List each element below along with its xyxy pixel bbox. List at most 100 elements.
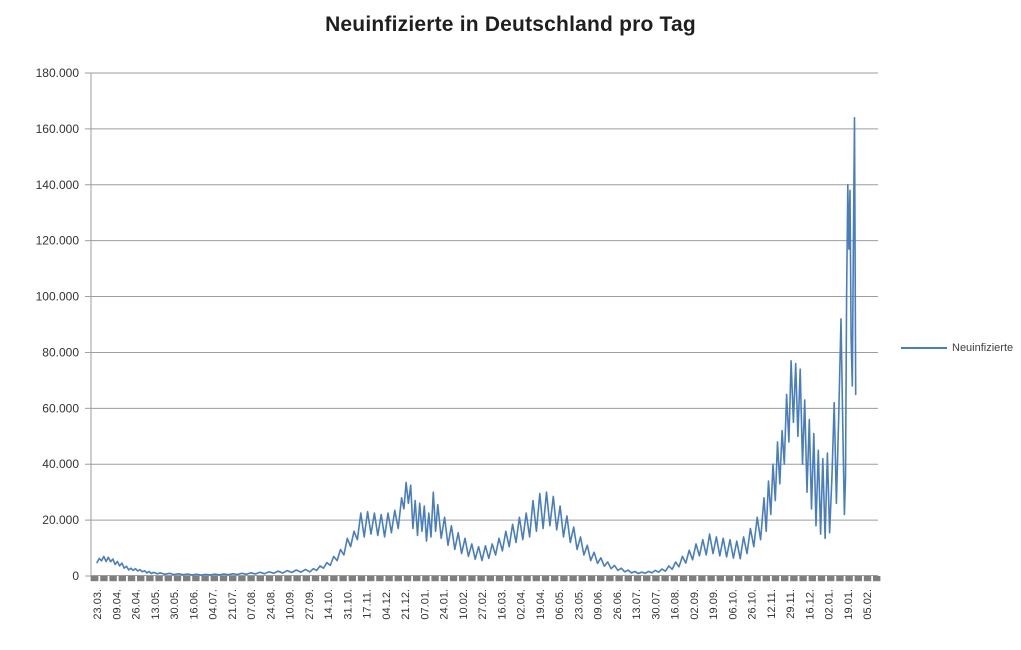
x-tick-mark [367, 576, 375, 582]
x-tick-label: 06.05. [554, 589, 566, 620]
x-tick-label: 05.02. [862, 589, 874, 620]
x-tick-label: 10.02. [458, 589, 470, 620]
y-tick-label: 0 [72, 569, 79, 583]
x-tick-mark [293, 576, 301, 582]
x-tick-mark [771, 576, 780, 582]
series-line [96, 116, 857, 576]
x-tick-mark [284, 576, 292, 582]
x-tick-mark [348, 576, 356, 582]
x-tick-mark [265, 576, 274, 582]
x-tick-label: 06.10. [727, 589, 739, 620]
x-tick-label: 29.11. [785, 589, 797, 619]
x-tick-mark [873, 576, 881, 582]
x-tick-mark [440, 576, 448, 582]
x-tick-label: 13.07. [631, 589, 643, 620]
x-tick-mark [219, 576, 228, 582]
x-tick-mark [486, 576, 494, 582]
x-tick-mark [137, 576, 145, 582]
x-tick-label: 26.10. [747, 589, 759, 620]
x-tick-mark [836, 576, 844, 582]
x-tick-mark [210, 576, 218, 582]
x-tick-mark [91, 576, 99, 582]
x-tick-mark [560, 576, 568, 582]
x-tick-mark [854, 576, 862, 582]
x-tick-label: 31.10. [342, 589, 354, 620]
x-tick-label: 16.12. [804, 589, 816, 620]
x-tick-mark [385, 576, 393, 582]
x-tick-mark [679, 576, 688, 582]
x-tick-mark [431, 576, 439, 582]
x-tick-label: 19.09. [708, 589, 720, 620]
x-tick-mark [321, 576, 329, 582]
x-tick-label: 13.05. [150, 589, 162, 620]
x-tick-mark [192, 576, 200, 582]
x-tick-mark [523, 576, 531, 582]
y-tick-label: 40.000 [42, 457, 79, 471]
x-tick-mark [413, 576, 421, 582]
x-tick-mark [514, 576, 522, 582]
x-tick-label: 19.04. [535, 589, 547, 620]
x-tick-mark [100, 576, 108, 582]
x-tick-label: 21.12. [400, 589, 412, 620]
x-tick-mark [606, 576, 614, 582]
x-tick-label: 02.01. [824, 589, 836, 620]
x-tick-mark [670, 576, 678, 582]
x-tick-label: 26.04. [131, 589, 143, 620]
x-tick-label: 09.04. [111, 589, 123, 620]
x-tick-label: 02.09. [689, 589, 701, 620]
x-tick-label: 10.09. [285, 589, 297, 620]
x-tick-mark [505, 576, 513, 582]
x-tick-label: 24.08. [265, 589, 277, 620]
y-tick-label: 20.000 [42, 513, 79, 527]
x-tick-mark [459, 576, 467, 582]
x-tick-label: 16.03. [496, 589, 508, 620]
x-tick-mark [689, 576, 697, 582]
y-tick-label: 160.000 [36, 122, 80, 136]
y-tick-label: 100.000 [36, 290, 80, 304]
x-tick-label: 23.03. [92, 589, 104, 620]
x-tick-mark [624, 576, 632, 582]
x-tick-label: 30.05. [169, 589, 181, 620]
x-tick-mark [164, 576, 172, 582]
x-tick-label: 26.06. [612, 589, 624, 620]
x-tick-mark [357, 576, 366, 582]
x-tick-label: 30.07. [650, 589, 662, 620]
x-tick-mark [790, 576, 798, 582]
x-tick-mark [578, 576, 586, 582]
x-tick-mark [275, 576, 283, 582]
x-tick-label: 17.11. [362, 589, 374, 619]
x-tick-label: 12.11. [766, 589, 778, 619]
legend-line-sample [901, 347, 947, 349]
x-tick-mark [633, 576, 642, 582]
x-tick-mark [127, 576, 136, 582]
x-tick-mark [753, 576, 761, 582]
x-tick-mark [311, 576, 320, 582]
x-tick-label: 02.04. [516, 589, 528, 620]
x-tick-label: 16.08. [670, 589, 682, 620]
x-tick-mark [173, 576, 182, 582]
x-tick-mark [799, 576, 807, 582]
x-tick-mark [229, 576, 237, 582]
x-tick-mark [716, 576, 724, 582]
x-tick-mark [495, 576, 504, 582]
x-tick-mark [201, 576, 209, 582]
x-tick-label: 27.09. [304, 589, 316, 620]
y-tick-label: 180.000 [36, 66, 80, 80]
x-tick-label: 21.07. [227, 589, 239, 620]
y-tick-label: 60.000 [42, 401, 79, 415]
x-tick-mark [468, 576, 476, 582]
x-tick-mark [118, 576, 126, 582]
x-tick-mark [394, 576, 402, 582]
x-tick-mark [109, 576, 117, 582]
x-tick-mark [376, 576, 384, 582]
x-tick-label: 07.08. [246, 589, 258, 620]
x-tick-mark [827, 576, 835, 582]
x-tick-label: 04.07. [208, 589, 220, 620]
x-tick-mark [744, 576, 752, 582]
y-tick-label: 80.000 [42, 345, 79, 359]
x-tick-mark [541, 576, 550, 582]
x-tick-mark [652, 576, 660, 582]
x-tick-label: 07.01. [419, 589, 431, 620]
x-tick-mark [422, 576, 430, 582]
